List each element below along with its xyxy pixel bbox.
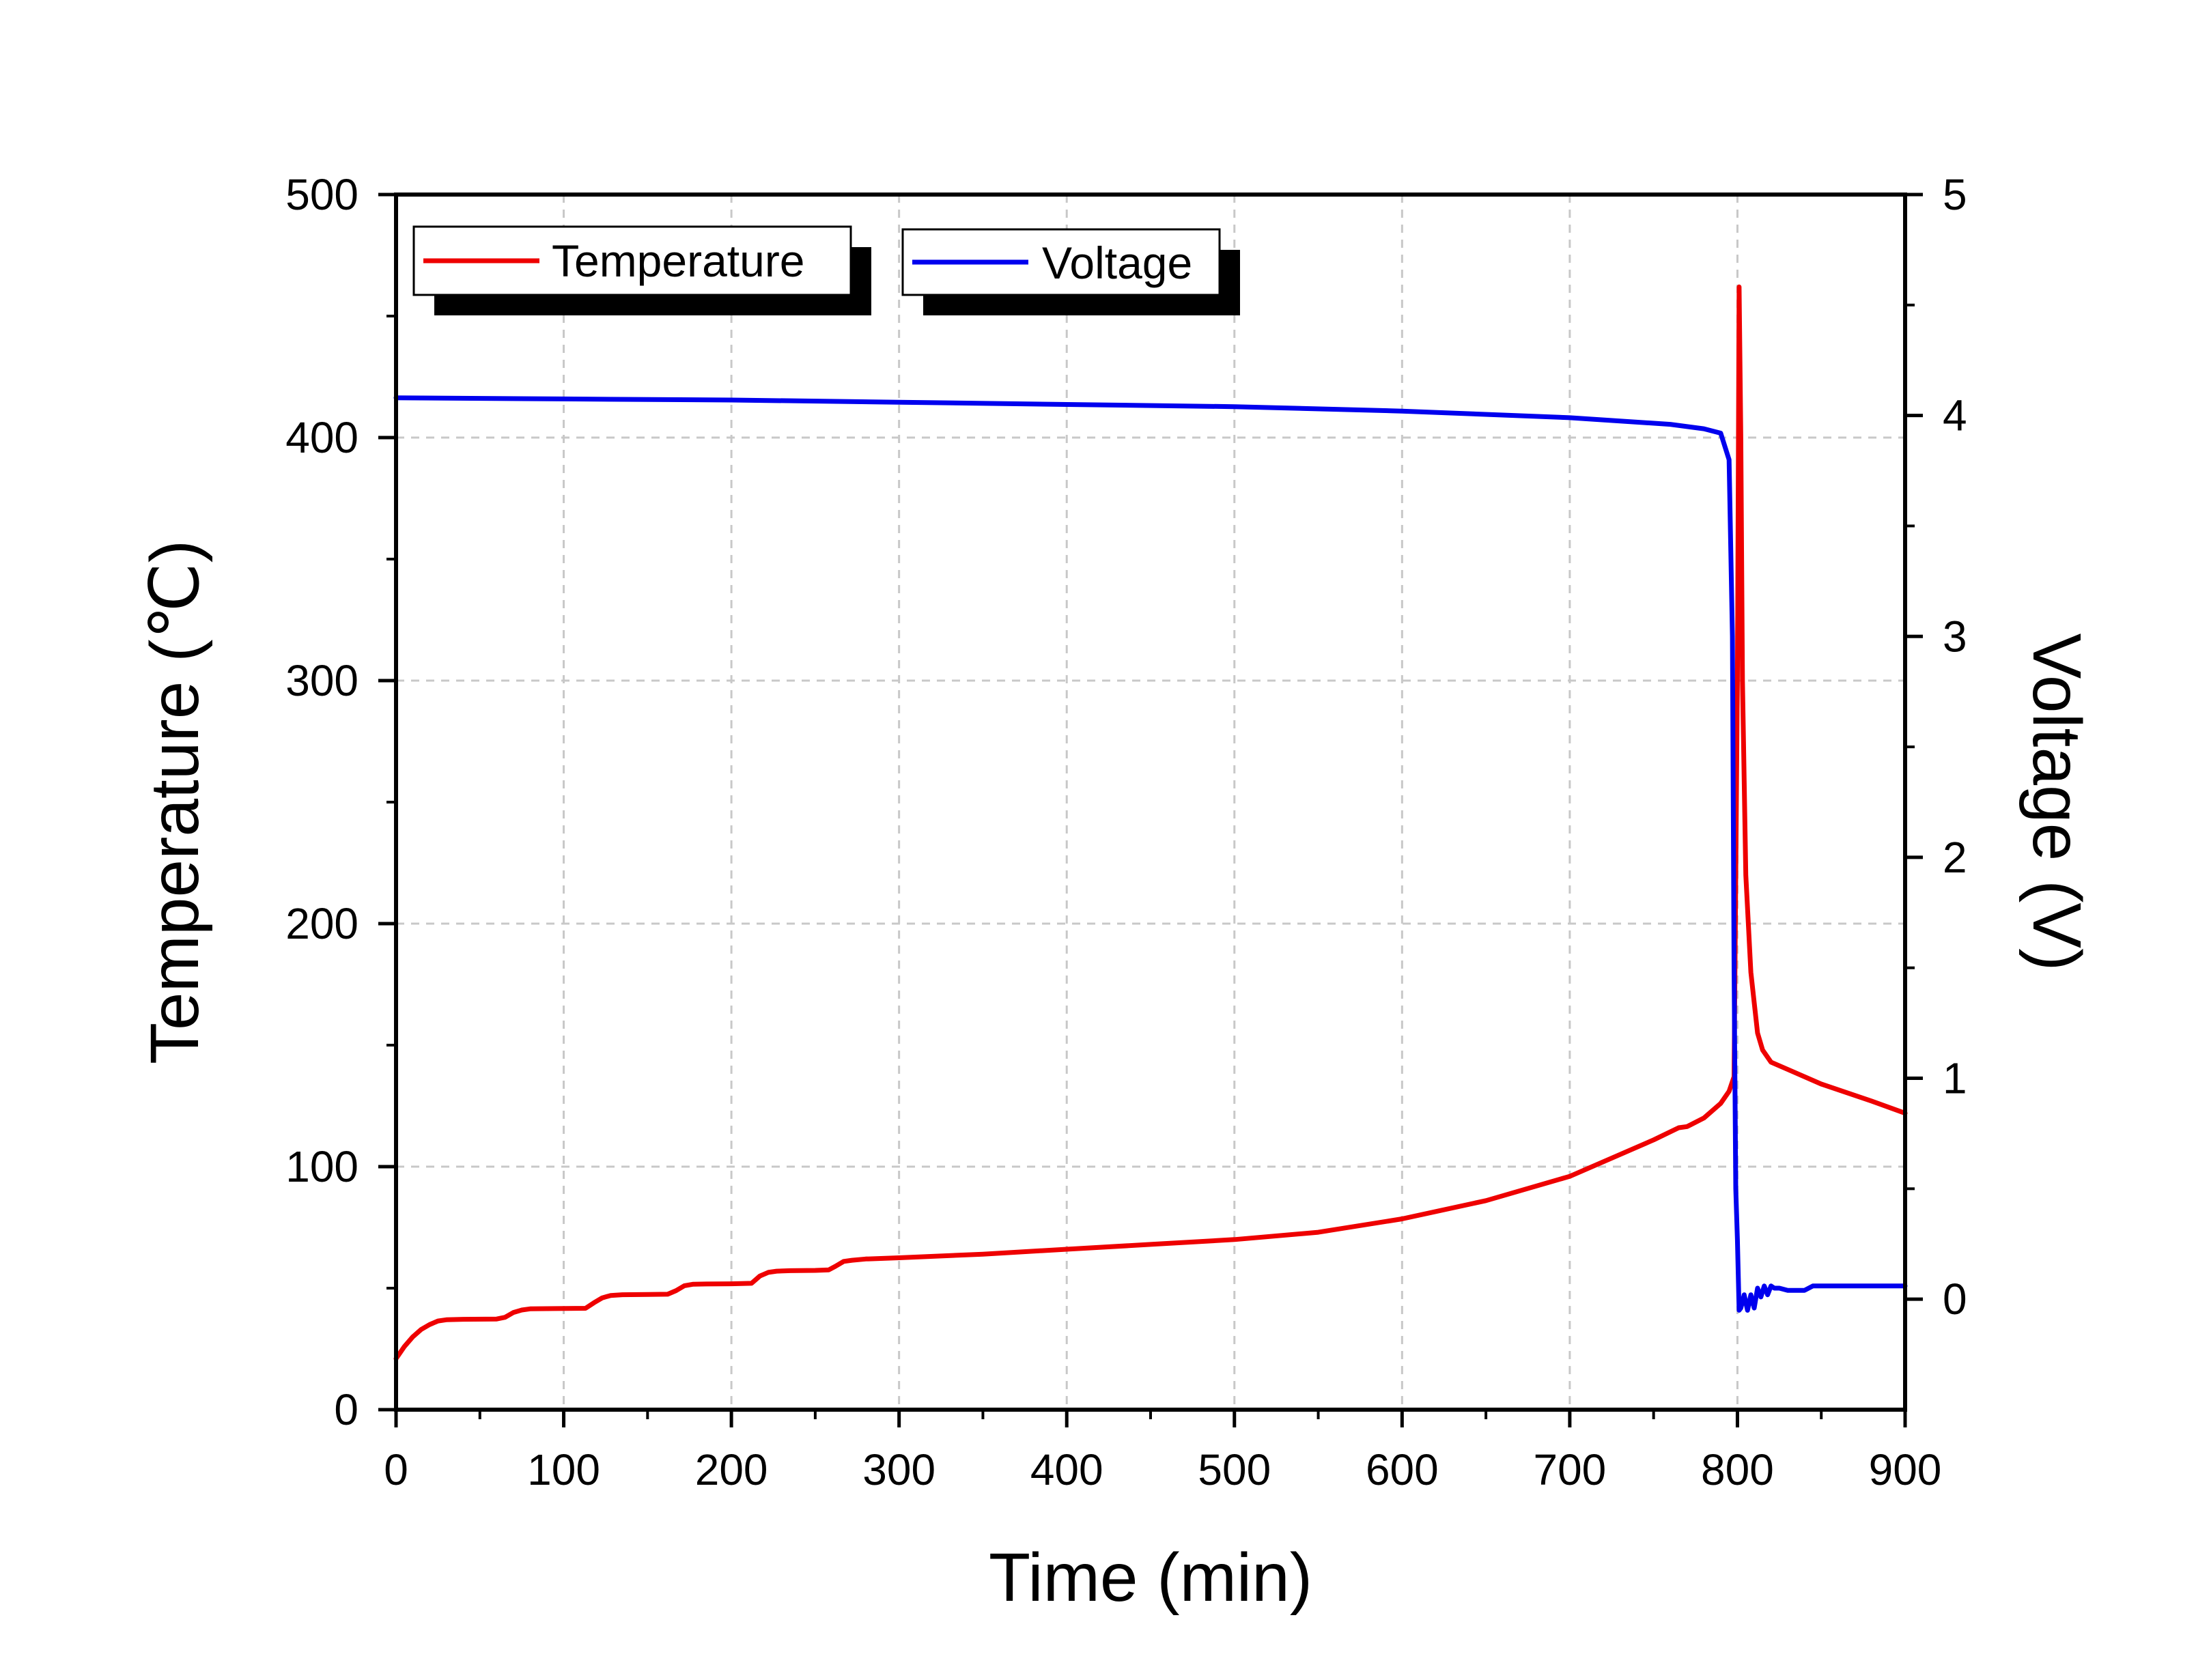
x-tick-label: 500 [1198, 1445, 1271, 1494]
y-left-tick-label: 200 [285, 899, 358, 948]
tick-labels: 0 100 200 300 400 500 600 700 800 900010020030040… [285, 170, 1967, 1494]
y-left-tick-label: 300 [285, 656, 358, 705]
y-left-tick-label: 500 [285, 170, 358, 219]
legend-label-voltage: Voltage [1042, 238, 1192, 288]
y-left-tick-label: 400 [285, 413, 358, 462]
x-tick-label: 900 [1869, 1445, 1942, 1494]
y-right-tick-label: 5 [1943, 170, 1967, 219]
series-line-temperature [393, 284, 1908, 1361]
x-tick-label: 600 [1366, 1445, 1439, 1494]
x-tick-label: 0 [384, 1445, 408, 1494]
y-axis-title-right: Voltage (V) [2018, 633, 2095, 971]
y-axis-title-left: Temperature (℃) [137, 540, 213, 1064]
y-left-tick-label: 100 [285, 1142, 358, 1191]
y-right-tick-label: 3 [1943, 612, 1967, 661]
gridlines [396, 195, 1905, 1410]
x-tick-label: 300 [862, 1445, 935, 1494]
y-left-tick-label: 0 [334, 1385, 358, 1434]
legend-label-temperature: Temperature [552, 236, 805, 286]
legend-temperature: Temperature [412, 225, 871, 315]
x-tick-label: 200 [695, 1445, 768, 1494]
x-tick-label: 400 [1030, 1445, 1103, 1494]
y-right-tick-label: 2 [1943, 833, 1967, 882]
x-tick-label: 800 [1701, 1445, 1774, 1494]
series-lines [393, 284, 1908, 1361]
x-axis-title: Time (min) [989, 1539, 1312, 1616]
ticks [378, 193, 1923, 1427]
legend-voltage: Voltage [901, 228, 1240, 315]
y-right-tick-label: 4 [1943, 391, 1967, 440]
x-tick-label: 700 [1533, 1445, 1606, 1494]
x-tick-label: 100 [527, 1445, 600, 1494]
y-right-tick-label: 0 [1943, 1275, 1967, 1324]
plot-frame [394, 193, 1907, 1412]
y-right-tick-label: 1 [1943, 1054, 1967, 1103]
series-line-voltage [393, 395, 1908, 1313]
